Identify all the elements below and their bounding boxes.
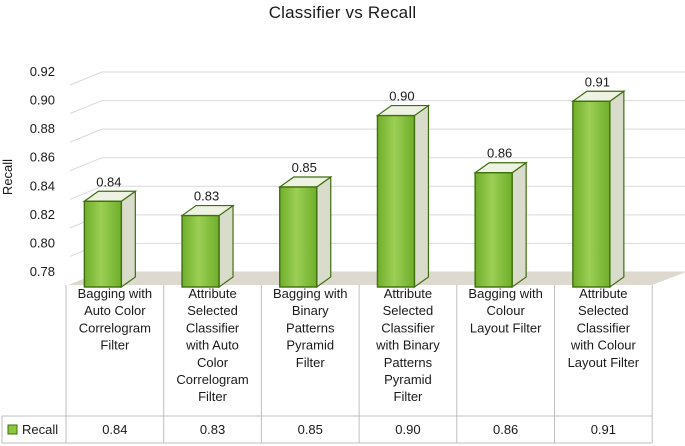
data-table: Bagging with Auto Color Correlogram Filter 0… bbox=[1, 285, 653, 444]
table-value: 0.86 bbox=[493, 422, 518, 437]
bar bbox=[181, 214, 220, 288]
bar-side bbox=[511, 161, 527, 289]
bar-group: 0.91 bbox=[570, 74, 626, 289]
bar-side bbox=[609, 90, 625, 289]
bar-group: 0.90 bbox=[375, 89, 431, 289]
category-label-line: Attribute bbox=[188, 286, 236, 301]
category-label: Bagging with Binary Patterns Pyramid Filter bbox=[273, 286, 347, 370]
category-label-line: Patterns bbox=[384, 355, 433, 370]
category-label-line: Colour bbox=[487, 303, 526, 318]
y-tick-label: 0.80 bbox=[30, 235, 55, 250]
category-label-line: Bagging with bbox=[468, 286, 542, 301]
bar-group: 0.86 bbox=[473, 146, 529, 289]
category-label-line: Selected bbox=[187, 303, 238, 318]
y-axis: 0.78 0.80 0.82 0.84 0.86 0.88 0.90 0.92 Recall bbox=[0, 64, 55, 279]
table-value: 0.83 bbox=[200, 422, 225, 437]
y-tick-label: 0.86 bbox=[30, 150, 55, 165]
bar bbox=[279, 186, 318, 288]
category-label-line: Filter bbox=[394, 389, 424, 404]
category-label-line: Filter bbox=[100, 338, 130, 353]
data-label: 0.84 bbox=[96, 174, 121, 189]
data-label: 0.83 bbox=[194, 189, 219, 204]
category-label: Attribute Selected Classifier with Auto Colo… bbox=[176, 286, 248, 404]
category-label-line: Filter bbox=[296, 355, 326, 370]
category-label-line: Binary bbox=[292, 303, 329, 318]
bars: 0.84 0.83 0.85 0.90 0.86 0.91 bbox=[82, 74, 626, 289]
bar-side bbox=[413, 104, 430, 289]
bar bbox=[376, 114, 416, 288]
category-label-line: Attribute bbox=[384, 286, 432, 301]
table-value: 0.85 bbox=[298, 422, 323, 437]
category-label-line: Correlogram bbox=[79, 320, 151, 335]
category-label-line: Classifier bbox=[186, 320, 240, 335]
category-label-line: Pyramid bbox=[384, 372, 432, 387]
legend-key bbox=[7, 424, 18, 435]
gridline-side bbox=[69, 71, 103, 86]
bar bbox=[572, 100, 611, 288]
y-tick-label: 0.88 bbox=[30, 121, 55, 136]
data-label: 0.91 bbox=[585, 74, 610, 89]
table-value: 0.91 bbox=[591, 422, 616, 437]
chart-title: Classifier vs Recall bbox=[268, 3, 417, 22]
table-value: 0.84 bbox=[102, 422, 127, 437]
y-tick-label: 0.84 bbox=[30, 178, 55, 193]
y-tick-label: 0.92 bbox=[30, 64, 55, 79]
category-label: Attribute Selected Classifier with Binary Pa… bbox=[375, 286, 440, 404]
category-label-line: Color bbox=[197, 355, 229, 370]
bar-side bbox=[120, 190, 136, 289]
category-label: Bagging with Colour Layout Filter bbox=[468, 286, 542, 335]
category-label-line: Layout Filter bbox=[568, 355, 640, 370]
category-label: Attribute Selected Classifier with Colour La… bbox=[568, 286, 640, 370]
category-label-line: Layout Filter bbox=[470, 320, 542, 335]
category-label-line: Patterns bbox=[286, 320, 335, 335]
y-axis-label: Recall bbox=[0, 159, 15, 195]
category-label-line: Filter bbox=[198, 389, 228, 404]
category-label-line: with Auto bbox=[185, 338, 239, 353]
category-label-line: Classifier bbox=[577, 320, 631, 335]
y-tick-label: 0.82 bbox=[30, 207, 55, 222]
category-label-line: Correlogram bbox=[176, 372, 248, 387]
y-tick-label: 0.90 bbox=[30, 93, 55, 108]
bar bbox=[83, 200, 123, 288]
data-label: 0.86 bbox=[487, 146, 512, 161]
gridline-side bbox=[69, 157, 103, 172]
bar-side bbox=[218, 204, 234, 289]
gridline-side bbox=[69, 128, 103, 143]
bar-side bbox=[316, 175, 332, 289]
category-label-line: Auto Color bbox=[84, 303, 146, 318]
legend-label: Recall bbox=[22, 422, 58, 437]
data-label: 0.90 bbox=[389, 89, 414, 104]
category-label: Bagging with Auto Color Correlogram Filter bbox=[78, 286, 152, 353]
category-label-line: Pyramid bbox=[286, 338, 334, 353]
bar-group: 0.84 bbox=[82, 174, 138, 289]
table-value: 0.90 bbox=[395, 422, 420, 437]
category-label-line: with Binary bbox=[375, 338, 440, 353]
category-label-line: with Colour bbox=[570, 338, 637, 353]
data-label: 0.85 bbox=[292, 160, 317, 175]
category-label-line: Selected bbox=[383, 303, 434, 318]
category-label-line: Bagging with bbox=[78, 286, 152, 301]
category-label-line: Selected bbox=[578, 303, 629, 318]
gridline-side bbox=[69, 185, 103, 200]
bar-group: 0.83 bbox=[180, 189, 235, 289]
y-tick-label: 0.78 bbox=[30, 264, 55, 279]
bar bbox=[474, 172, 513, 288]
bar-group: 0.85 bbox=[277, 160, 333, 289]
category-label-line: Bagging with bbox=[273, 286, 347, 301]
gridline-side bbox=[69, 100, 103, 115]
category-label-line: Attribute bbox=[579, 286, 627, 301]
category-label-line: Classifier bbox=[381, 320, 435, 335]
